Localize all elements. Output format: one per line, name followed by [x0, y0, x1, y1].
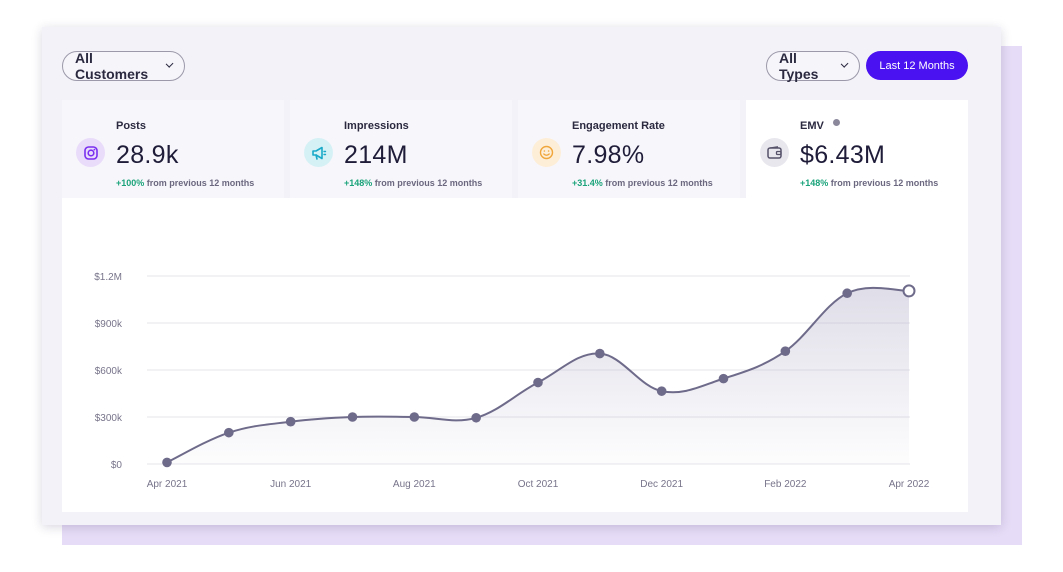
- chevron-down-icon: [840, 59, 849, 69]
- types-filter[interactable]: All Types: [766, 50, 860, 82]
- y-tick-label: $600k: [95, 366, 123, 377]
- data-point[interactable]: [285, 416, 296, 427]
- stat-value: 7.98%: [572, 141, 645, 169]
- x-tick-label: Jun 2021: [270, 479, 312, 490]
- y-tick-label: $1.2M: [94, 272, 122, 283]
- x-tick-label: Oct 2021: [518, 479, 559, 490]
- x-tick-label: Dec 2021: [640, 479, 683, 490]
- data-point[interactable]: [656, 386, 667, 396]
- stat-label: Impressions: [344, 120, 409, 132]
- wallet-icon: [760, 138, 789, 167]
- stat-delta-text: from previous 12 months: [372, 178, 483, 188]
- stat-label: EMV: [800, 120, 824, 132]
- dashboard-card: All Customers All Types Last 12 Months P…: [42, 27, 1001, 525]
- period-button[interactable]: Last 12 Months: [866, 51, 968, 80]
- data-point[interactable]: [224, 427, 234, 438]
- stat-impressions[interactable]: Impressions 214M +148% from previous 12 …: [290, 100, 512, 200]
- stat-delta-percent: +100%: [116, 178, 145, 188]
- chevron-down-icon: [165, 59, 174, 69]
- stat-delta: +148% from previous 12 months: [344, 178, 482, 188]
- stat-delta-percent: +148%: [800, 178, 829, 188]
- data-point[interactable]: [162, 457, 172, 468]
- types-filter-label: All Types: [779, 50, 819, 82]
- stat-delta-percent: +148%: [344, 178, 373, 188]
- y-tick-label: $900k: [95, 319, 123, 330]
- stat-delta-text: from previous 12 months: [144, 178, 255, 188]
- y-tick-label: $300k: [95, 413, 123, 424]
- data-point[interactable]: [471, 412, 481, 423]
- data-point[interactable]: [409, 412, 420, 422]
- data-point[interactable]: [842, 288, 852, 299]
- x-tick-label: Feb 2022: [764, 479, 807, 490]
- stat-delta: +31.4% from previous 12 months: [572, 178, 713, 188]
- instagram-icon: [76, 138, 105, 167]
- emv-chart: $0 $300k $600k $900k $1.2M Apr 2021 Jun 2021 A…: [94, 272, 930, 490]
- stat-emv[interactable]: EMV $6.43M +148% from previous 12 months: [746, 100, 968, 200]
- stat-value: $6.43M: [800, 141, 886, 169]
- customers-filter[interactable]: All Customers: [62, 50, 185, 82]
- series-area: [167, 287, 909, 464]
- data-point[interactable]: [780, 346, 791, 356]
- stat-delta-percent: +31.4%: [572, 178, 603, 188]
- y-tick-label: $0: [111, 460, 123, 471]
- megaphone-icon: [304, 138, 333, 167]
- stat-engagement-rate[interactable]: Engagement Rate 7.98% +31.4% from previo…: [518, 100, 740, 200]
- x-tick-label: Apr 2021: [147, 479, 188, 490]
- smiley-icon: [532, 138, 561, 167]
- data-point[interactable]: [902, 284, 916, 298]
- emv-chart-panel: $0 $300k $600k $900k $1.2M Apr 2021 Jun 2021 A…: [62, 198, 968, 512]
- data-point[interactable]: [347, 412, 358, 422]
- stat-posts[interactable]: Posts 28.9k +100% from previous 12 month…: [62, 100, 284, 200]
- stat-value: 28.9k: [116, 141, 179, 169]
- customers-filter-label: All Customers: [75, 50, 149, 82]
- x-tick-label: Apr 2022: [889, 479, 930, 490]
- stat-label: Engagement Rate: [572, 120, 665, 132]
- x-tick-label: Aug 2021: [393, 479, 436, 490]
- stat-delta: +100% from previous 12 months: [116, 178, 254, 188]
- stat-delta-text: from previous 12 months: [828, 178, 939, 188]
- data-point[interactable]: [718, 373, 729, 384]
- stat-value: 214M: [344, 141, 408, 169]
- data-point[interactable]: [595, 348, 605, 359]
- info-icon[interactable]: [833, 119, 840, 126]
- stat-delta-text: from previous 12 months: [602, 178, 713, 188]
- stat-delta: +148% from previous 12 months: [800, 178, 938, 188]
- data-point[interactable]: [533, 377, 543, 388]
- stat-label: Posts: [116, 120, 146, 132]
